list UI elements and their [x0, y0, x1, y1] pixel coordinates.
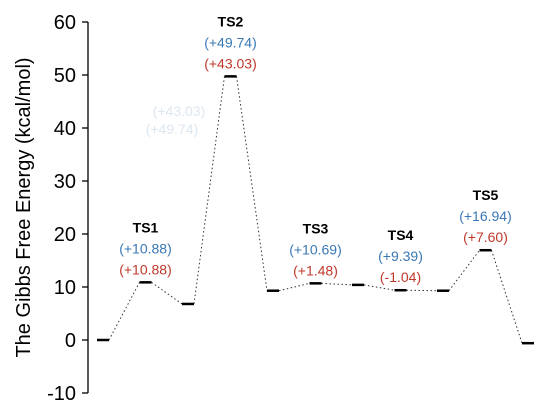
- ts-label-ts3: TS3 (+10.69) (+1.48): [289, 220, 342, 278]
- ts-value-blue: (+16.94): [459, 208, 512, 224]
- y-axis: -10 0 10 20 30 40 50 60: [47, 12, 89, 405]
- ts-value-red: (+1.48): [293, 262, 338, 278]
- ts-name: TS2: [218, 13, 244, 29]
- connector-line: [108, 282, 140, 341]
- y-axis-title: The Gibbs Free Energy (kcal/mol): [13, 57, 35, 357]
- ghost-label: (+43.03): [153, 103, 206, 119]
- y-tick-label: 10: [54, 277, 76, 299]
- ts-name: TS3: [303, 220, 329, 236]
- connector-line: [236, 76, 268, 291]
- connector-line: [448, 249, 480, 292]
- connector-line: [321, 282, 353, 286]
- ghost-label: (+49.74): [146, 121, 199, 137]
- ts-label-ts1: TS1 (+10.88) (+10.88): [119, 219, 172, 277]
- ts-label-ts4: TS4 (+9.39) (-1.04): [378, 227, 423, 285]
- energy-levels: [97, 75, 534, 345]
- ts-value-blue: (+49.74): [204, 34, 257, 50]
- ts-value-blue: (+9.39): [378, 248, 423, 264]
- ts-value-red: (+10.88): [119, 261, 172, 277]
- connector-line: [363, 284, 395, 291]
- ts-value-blue: (+10.69): [289, 241, 342, 257]
- ts-name: TS4: [388, 227, 414, 243]
- connector-line: [151, 281, 183, 305]
- ts-value-blue: (+10.88): [119, 240, 172, 256]
- y-tick-label: -10: [47, 383, 76, 405]
- ts-name: TS1: [133, 219, 159, 235]
- ts-value-red: (-1.04): [380, 269, 421, 285]
- y-tick-label: 20: [54, 224, 76, 246]
- connector-line: [491, 250, 523, 344]
- y-tick-label: 0: [65, 330, 76, 352]
- connector-lines: [108, 76, 523, 344]
- ts-label-ts2: TS2 (+49.74) (+43.03): [204, 13, 257, 71]
- y-tick-label: 30: [54, 171, 76, 193]
- y-tick-label: 40: [54, 118, 76, 140]
- connector-line: [278, 282, 310, 292]
- y-tick-label: 50: [54, 65, 76, 87]
- ts-name: TS5: [473, 187, 499, 203]
- y-tick-label: 60: [54, 12, 76, 34]
- ts-value-red: (+43.03): [204, 55, 257, 71]
- ts-label-ts5: TS5 (+16.94) (+7.60): [459, 187, 512, 245]
- ts-value-red: (+7.60): [463, 229, 508, 245]
- ghost-labels: (+43.03) (+49.74): [146, 103, 206, 137]
- ts-annotations: TS1(+10.88)(+10.88)TS2(+49.74)(+43.03)TS…: [119, 13, 512, 285]
